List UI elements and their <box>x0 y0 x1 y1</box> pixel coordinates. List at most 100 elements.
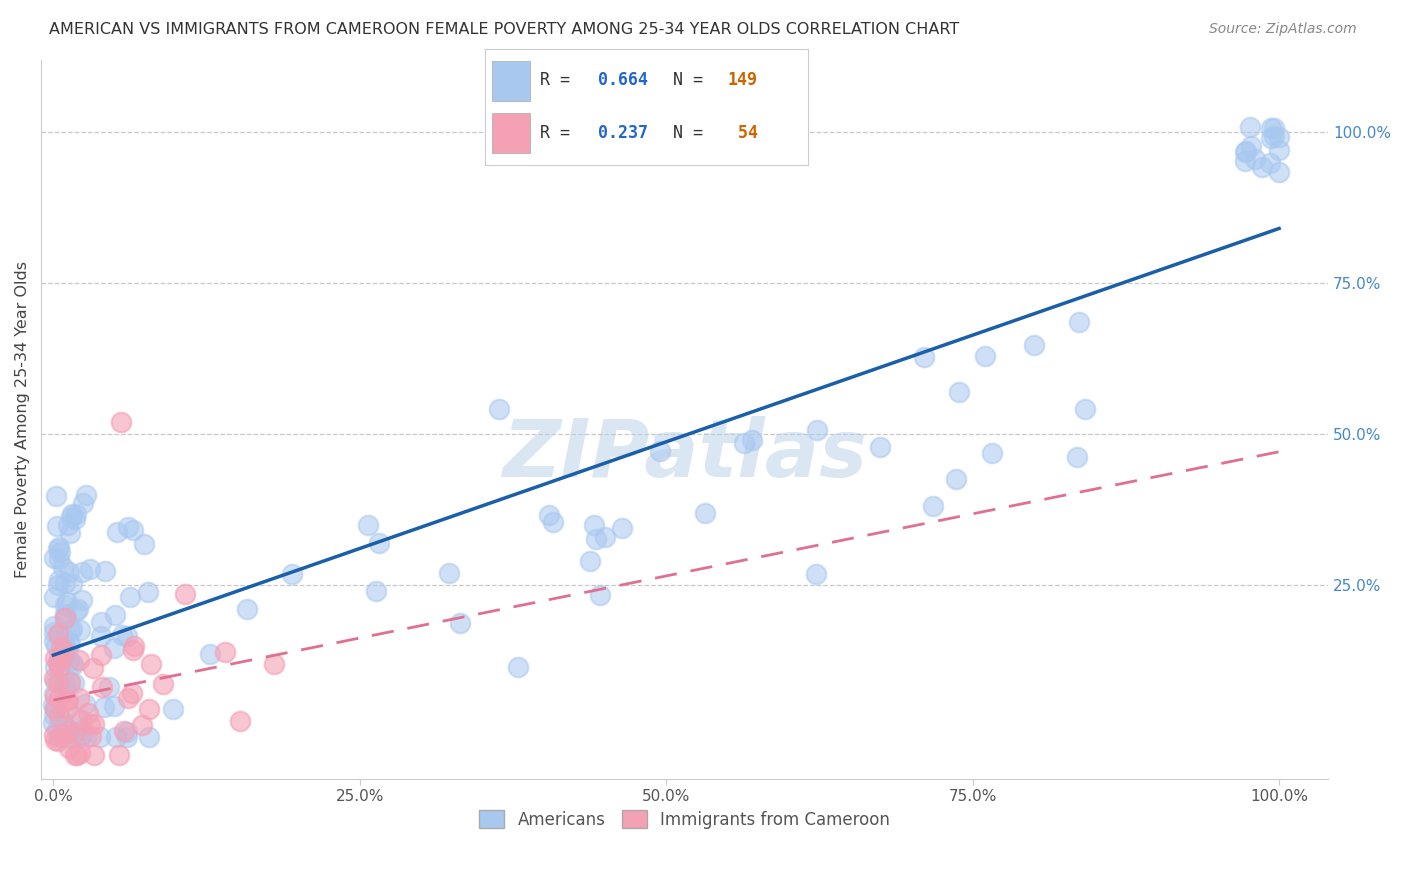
Point <box>48 652 70 666</box>
Point <box>152 677 174 691</box>
Point <box>174 587 197 601</box>
Point <box>1233 154 1256 169</box>
Point <box>648 443 671 458</box>
Point <box>110 415 132 429</box>
Point <box>437 566 460 580</box>
Point <box>139 657 162 672</box>
Point <box>53 576 76 591</box>
Point <box>44 551 66 566</box>
Point <box>214 645 236 659</box>
Point <box>46 541 69 556</box>
Point <box>1239 120 1261 134</box>
Point <box>49 730 72 744</box>
Point <box>91 681 114 695</box>
Point <box>63 676 86 690</box>
Point <box>537 508 560 523</box>
Point <box>52 560 75 574</box>
Point <box>1268 165 1291 179</box>
Point <box>42 716 65 731</box>
Point <box>981 446 1004 460</box>
Point <box>62 658 84 673</box>
Point <box>52 728 75 742</box>
Point <box>117 691 139 706</box>
Point <box>59 623 82 637</box>
Point <box>593 530 616 544</box>
Point <box>1234 144 1257 158</box>
Point <box>806 566 828 581</box>
Point <box>122 524 145 538</box>
Point <box>79 717 101 731</box>
Point <box>111 628 134 642</box>
Text: AMERICAN VS IMMIGRANTS FROM CAMEROON FEMALE POVERTY AMONG 25-34 YEAR OLDS CORREL: AMERICAN VS IMMIGRANTS FROM CAMEROON FEM… <box>49 22 959 37</box>
Point <box>42 633 65 648</box>
Point <box>44 651 66 665</box>
Point <box>63 747 86 762</box>
Point <box>120 591 142 605</box>
Point <box>58 675 80 690</box>
Text: R =: R = <box>540 71 581 89</box>
Point <box>69 730 91 744</box>
Point <box>103 698 125 713</box>
Point <box>138 702 160 716</box>
Point <box>82 661 104 675</box>
Point <box>44 687 66 701</box>
Point <box>45 640 67 654</box>
Point <box>368 536 391 550</box>
Point <box>1260 131 1282 145</box>
Point <box>121 686 143 700</box>
Point <box>48 654 70 668</box>
Point <box>44 674 66 689</box>
Point <box>53 640 76 654</box>
Point <box>121 642 143 657</box>
Point <box>53 677 76 691</box>
Point <box>60 507 83 521</box>
Point <box>44 701 66 715</box>
Point <box>357 517 380 532</box>
Point <box>69 746 91 760</box>
Point <box>506 660 529 674</box>
Point <box>948 385 970 400</box>
Point <box>44 659 66 673</box>
Point <box>67 691 90 706</box>
Point <box>198 647 221 661</box>
Point <box>53 717 76 731</box>
Point <box>48 708 70 723</box>
Point <box>612 521 634 535</box>
Point <box>42 728 65 742</box>
Point <box>48 706 70 720</box>
Point <box>48 545 70 559</box>
Point <box>1074 401 1097 416</box>
Point <box>1233 145 1256 159</box>
Point <box>80 729 103 743</box>
Point <box>89 615 111 629</box>
Point <box>70 566 93 580</box>
Point <box>280 567 302 582</box>
Point <box>60 622 83 636</box>
Point <box>55 595 77 609</box>
Point <box>65 512 87 526</box>
Point <box>46 578 69 592</box>
Point <box>449 616 471 631</box>
Point <box>53 610 76 624</box>
Point <box>589 588 612 602</box>
Point <box>49 625 72 640</box>
Text: 149: 149 <box>728 71 758 89</box>
Point <box>122 639 145 653</box>
Point <box>70 727 93 741</box>
Point <box>97 680 120 694</box>
Point <box>1024 338 1046 352</box>
Point <box>44 702 66 716</box>
Point <box>52 718 75 732</box>
Point <box>48 676 70 690</box>
FancyBboxPatch shape <box>492 113 530 153</box>
Point <box>1240 138 1263 153</box>
Text: R =: R = <box>540 124 581 142</box>
Point <box>75 488 97 502</box>
Point <box>1244 152 1267 166</box>
Point <box>695 506 717 520</box>
Point <box>42 625 65 640</box>
Point <box>51 640 73 655</box>
Point <box>46 733 69 747</box>
Point <box>733 436 755 450</box>
Point <box>263 657 285 671</box>
